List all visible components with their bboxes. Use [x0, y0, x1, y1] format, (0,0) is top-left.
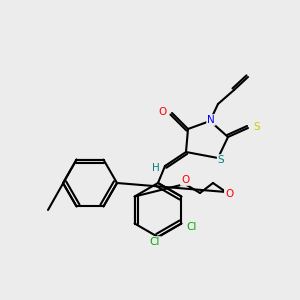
Text: O: O	[159, 107, 167, 117]
Text: O: O	[225, 189, 233, 199]
Text: O: O	[181, 175, 189, 185]
Text: H: H	[152, 163, 160, 173]
Text: Cl: Cl	[150, 237, 160, 247]
Text: Cl: Cl	[186, 221, 197, 232]
Text: S: S	[253, 122, 260, 132]
Text: S: S	[218, 155, 224, 165]
Text: N: N	[207, 115, 215, 125]
